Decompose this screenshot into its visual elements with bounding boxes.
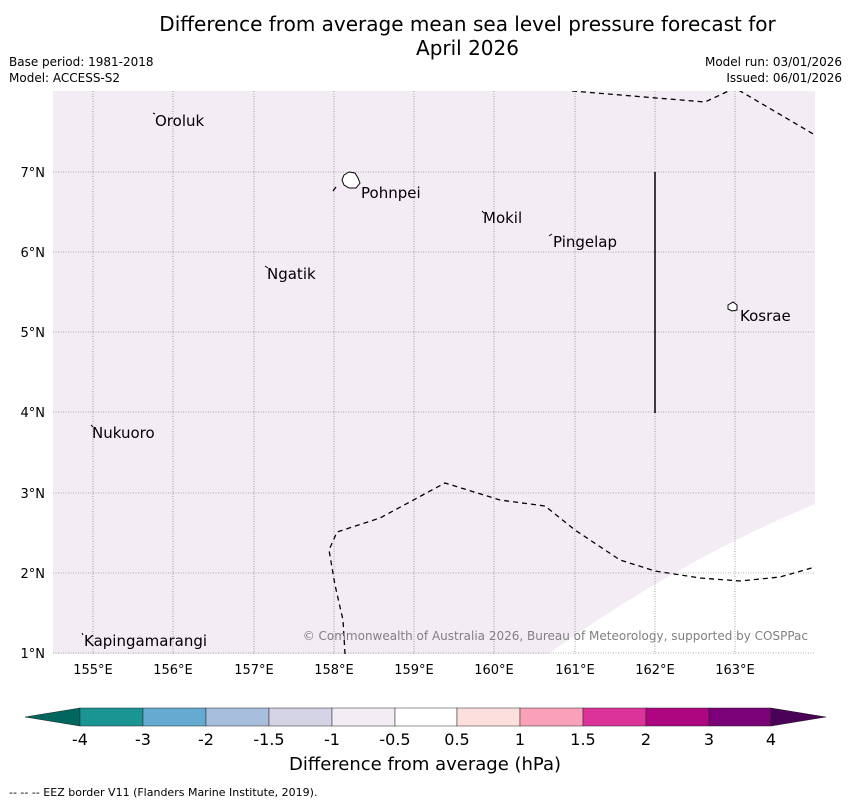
- meta-right: Model run: 03/01/2026 Issued: 06/01/2026: [705, 54, 842, 86]
- oroluk-atoll: [152, 112, 156, 115]
- map-panel: Oroluk Pohnpei Mokil Pingelap Ngatik Kos…: [21, 91, 815, 678]
- place-oroluk: Oroluk: [155, 112, 204, 130]
- place-kapingamarangi: Kapingamarangi: [84, 632, 207, 650]
- place-nukuoro: Nukuoro: [92, 424, 155, 442]
- gridlines: [53, 91, 815, 654]
- model-run: Model run: 03/01/2026: [704, 55, 842, 69]
- pingelap-atoll: [548, 233, 553, 237]
- issued-date: Issued: 06/01/2026: [726, 71, 842, 85]
- colorbar-title: Difference from average (hPa): [288, 754, 562, 775]
- colorbar-tick-label: -1: [324, 730, 340, 749]
- lon-label-155e: 155°E: [73, 663, 113, 678]
- place-pohnpei: Pohnpei: [361, 184, 421, 202]
- nukuoro-atoll: [90, 424, 94, 428]
- colorbar-tick-label: 3: [704, 730, 714, 749]
- place-mokil: Mokil: [483, 209, 522, 227]
- lat-label-5n: 5°N: [21, 326, 46, 341]
- colorbar-tick-label: 0.5: [444, 730, 469, 749]
- colorbar-cells: [24, 707, 827, 727]
- colorbar-cell: [205, 707, 270, 727]
- colorbar-tick-label: 1: [515, 730, 525, 749]
- eez-legend-note: -- -- -- EEZ border V11 (Flanders Marine…: [9, 786, 318, 799]
- place-ngatik: Ngatik: [267, 265, 316, 283]
- lat-label-4n: 4°N: [21, 406, 46, 421]
- anomaly-fill-area: [53, 91, 815, 654]
- kosrae-island: [727, 301, 738, 312]
- lon-label-156e: 156°E: [153, 663, 193, 678]
- lon-label-159e: 159°E: [394, 663, 434, 678]
- colorbar-cell: [708, 707, 772, 727]
- colorbar-tick-label: -3: [135, 730, 151, 749]
- lat-label-1n: 1°N: [21, 647, 46, 662]
- colorbar-tick-label: -1.5: [253, 730, 284, 749]
- lon-label-158e: 158°E: [314, 663, 354, 678]
- place-pingelap: Pingelap: [553, 233, 617, 251]
- colorbar-cell: [582, 707, 647, 727]
- lat-label-6n: 6°N: [21, 246, 46, 261]
- ngatik-atoll: [264, 265, 269, 269]
- mokil-atoll: [481, 210, 485, 214]
- copyright-notice: © Commonwealth of Australia 2026, Bureau…: [303, 629, 808, 643]
- colorbar-cell: [331, 707, 396, 727]
- lat-label-3n: 3°N: [21, 487, 46, 502]
- place-kosrae: Kosrae: [740, 307, 791, 325]
- lat-label-7n: 7°N: [21, 166, 46, 181]
- colorbar-extend-high: [770, 707, 827, 727]
- colorbar-cell: [142, 707, 207, 727]
- base-period: Base period: 1981-2018: [9, 55, 154, 69]
- colorbar-tick-label: -0.5: [379, 730, 410, 749]
- eez-borders: [328, 91, 815, 654]
- neutral-area: [548, 504, 815, 654]
- pohnpei-island: [341, 171, 361, 189]
- colorbar-tick-label: 4: [766, 730, 776, 749]
- colorbar-cell: [519, 707, 584, 727]
- lon-label-161e: 161°E: [555, 663, 595, 678]
- colorbar-cell: [394, 707, 458, 727]
- colorbar-cell: [268, 707, 333, 727]
- title-line-1: Difference from average mean sea level p…: [159, 12, 776, 36]
- model-name: Model: ACCESS-S2: [9, 71, 121, 85]
- title-line-2: April 2026: [416, 36, 519, 60]
- islands: [81, 112, 738, 636]
- lat-label-2n: 2°N: [21, 567, 46, 582]
- chart-title: Difference from average mean sea level p…: [0, 12, 850, 60]
- lon-label-160e: 160°E: [474, 663, 514, 678]
- lon-label-162e: 162°E: [635, 663, 675, 678]
- colorbar-cell: [456, 707, 521, 727]
- lon-label-157e: 157°E: [234, 663, 274, 678]
- colorbar-cell: [79, 707, 144, 727]
- colorbar-cell: [645, 707, 710, 727]
- meta-left: Base period: 1981-2018 Model: ACCESS-S2: [9, 54, 154, 86]
- lon-label-163e: 163°E: [715, 663, 755, 678]
- colorbar-tick-label: 2: [641, 730, 651, 749]
- colorbar-tick-label: 1.5: [570, 730, 595, 749]
- colorbar: -4 -3 -2 -1.5 -1 -0.5 0.5 1 1.5 2 3 4: [24, 707, 827, 749]
- kapingamarangi-atoll: [81, 632, 84, 636]
- colorbar-tick-label: -4: [72, 730, 88, 749]
- colorbar-tick-label: -2: [198, 730, 214, 749]
- colorbar-extend-low: [24, 707, 81, 727]
